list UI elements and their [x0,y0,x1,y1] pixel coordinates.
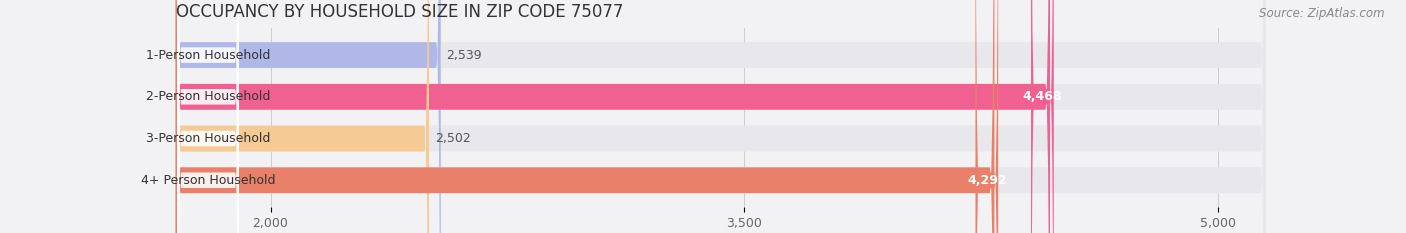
FancyBboxPatch shape [177,0,239,233]
FancyBboxPatch shape [176,0,1265,233]
FancyBboxPatch shape [1031,0,1053,233]
Text: 1-Person Household: 1-Person Household [146,48,270,62]
Text: 2,502: 2,502 [434,132,471,145]
Text: 2,539: 2,539 [447,48,482,62]
Text: 3-Person Household: 3-Person Household [146,132,270,145]
FancyBboxPatch shape [176,0,1265,233]
FancyBboxPatch shape [177,0,239,233]
Text: 4,468: 4,468 [1022,90,1062,103]
Text: OCCUPANCY BY HOUSEHOLD SIZE IN ZIP CODE 75077: OCCUPANCY BY HOUSEHOLD SIZE IN ZIP CODE … [176,3,623,21]
FancyBboxPatch shape [976,0,998,233]
Text: Source: ZipAtlas.com: Source: ZipAtlas.com [1260,7,1385,20]
Text: 4,292: 4,292 [967,174,1007,187]
FancyBboxPatch shape [177,0,239,233]
FancyBboxPatch shape [176,0,1050,233]
FancyBboxPatch shape [176,0,1265,233]
FancyBboxPatch shape [176,0,440,233]
FancyBboxPatch shape [176,0,429,233]
FancyBboxPatch shape [176,0,994,233]
FancyBboxPatch shape [177,0,239,233]
Text: 4+ Person Household: 4+ Person Household [141,174,276,187]
FancyBboxPatch shape [176,0,1265,233]
Text: 2-Person Household: 2-Person Household [146,90,270,103]
